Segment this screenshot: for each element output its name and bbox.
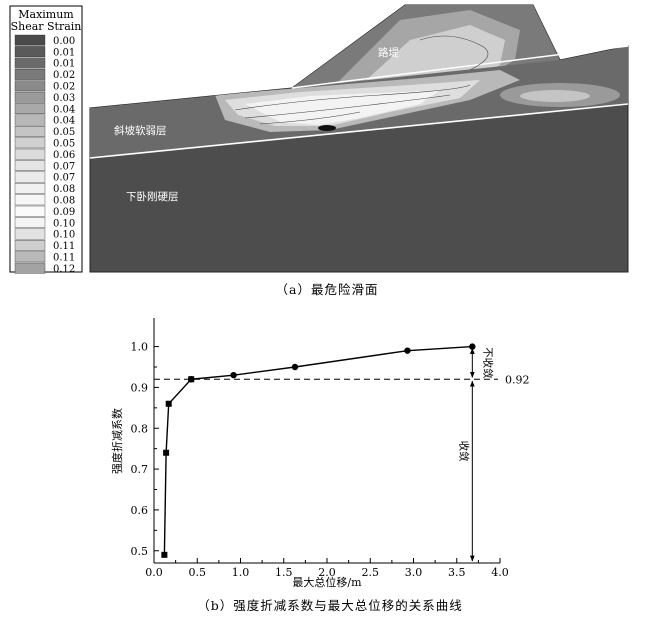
legend-swatch <box>14 125 46 137</box>
legend-label: 0.11 <box>53 241 75 252</box>
x-ticks: 0.0 0.5 1.0 1.5 2.0 2.5 3.0 3.5 4.0 <box>145 558 509 579</box>
data-point-square <box>161 551 168 558</box>
legend-swatch <box>14 205 46 217</box>
legend-swatch <box>14 239 46 251</box>
slope-model: 路堤 斜坡软弱层 下卧刚硬层 <box>89 4 629 273</box>
max-strain-point <box>318 125 336 131</box>
data-point-circle <box>230 371 237 379</box>
legend-rows: 0.000.010.010.020.020.030.040.040.050.05… <box>14 34 75 275</box>
legend-label: 0.05 <box>53 127 75 138</box>
legend-swatch <box>14 262 46 274</box>
converged-label: 收敛 <box>457 441 470 462</box>
legend-swatch <box>14 91 46 103</box>
legend-label: 0.10 <box>53 230 75 241</box>
x-tick-label: 4.0 <box>491 566 509 579</box>
y-tick-label: 0.5 <box>131 545 149 558</box>
legend-label: 0.06 <box>53 150 75 161</box>
legend-label: 0.00 <box>53 36 75 47</box>
y-tick-label: 1.0 <box>131 341 149 354</box>
legend-swatch <box>14 80 46 92</box>
panel-b-caption: （b）强度折减系数与最大总位移的关系曲线 <box>197 598 463 613</box>
legend-swatch <box>14 160 46 171</box>
legend-label: 0.11 <box>53 253 75 264</box>
y-ticks: 0.5 0.6 0.7 0.8 0.9 1.0 <box>131 341 159 558</box>
legend-label: 0.01 <box>53 59 75 70</box>
legend-swatch <box>14 171 46 183</box>
legend-swatch <box>14 194 46 206</box>
legend-label: 0.09 <box>53 207 75 218</box>
legend-swatch <box>14 57 46 69</box>
x-tick-label: 3.0 <box>405 566 423 579</box>
weak-layer-boundary <box>89 103 629 159</box>
data-point-square <box>163 449 170 456</box>
x-tick-label: 3.5 <box>448 566 466 579</box>
panel-a: Maximum Shear Strain 0.000.010.010.020.0… <box>9 4 629 297</box>
series-lines <box>163 345 473 555</box>
right-strain-core <box>520 90 590 102</box>
panel-b: 0.0 0.5 1.0 1.5 2.0 2.5 3.0 3.5 4.0 0.5 0.6 0.7 0.8… <box>110 318 530 613</box>
embankment-label: 路堤 <box>378 46 399 59</box>
legend-swatch <box>14 137 46 149</box>
legend-label: 0.03 <box>53 93 75 104</box>
x-tick-label: 2.5 <box>362 566 380 579</box>
data-point-circle <box>291 363 299 371</box>
y-tick-label: 0.9 <box>131 381 149 394</box>
data-point-circle <box>404 347 411 354</box>
bedrock-label: 下卧刚硬层 <box>126 190 179 203</box>
legend-label: 0.01 <box>53 47 75 58</box>
legend-swatch <box>14 114 46 126</box>
legend-title-line1: Maximum <box>18 8 74 21</box>
legend-title-line2: Shear Strain <box>11 20 82 33</box>
legend-label: 0.05 <box>53 139 75 150</box>
legend-label: 0.04 <box>53 116 75 127</box>
x-tick-label: 0.0 <box>145 566 163 579</box>
legend-label: 0.12 <box>53 264 75 275</box>
x-tick-label: 2.0 <box>318 566 336 579</box>
x-tick-label: 0.5 <box>189 566 207 579</box>
y-tick-label: 0.8 <box>131 422 149 435</box>
legend: Maximum Shear Strain 0.000.010.010.020.0… <box>9 5 83 275</box>
contour-lines <box>234 35 489 125</box>
reference-value-label: 0.92 <box>505 373 530 386</box>
legend-label: 0.02 <box>53 82 75 93</box>
series-line-1 <box>163 378 192 555</box>
legend-swatch <box>14 68 46 80</box>
legend-label: 0.10 <box>53 218 75 229</box>
x-axis-label: 最大总位移/m <box>292 575 362 589</box>
not-converged-label: 不收敛 <box>481 347 494 379</box>
series-points <box>161 343 476 558</box>
legend-swatch <box>14 217 46 228</box>
legend-swatch <box>14 148 46 160</box>
legend-label: 0.07 <box>53 161 75 172</box>
x-tick-label: 1.5 <box>275 566 293 579</box>
legend-label: 0.08 <box>53 184 75 195</box>
y-tick-label: 0.7 <box>131 463 149 476</box>
legend-swatch <box>14 182 46 194</box>
y-tick-label: 0.6 <box>131 504 149 517</box>
chart-axes: 0.0 0.5 1.0 1.5 2.0 2.5 3.0 3.5 4.0 0.5 0.6 0.7 0.8… <box>131 318 509 579</box>
weak-layer-label: 斜坡软弱层 <box>114 124 167 137</box>
legend-label: 0.02 <box>53 70 75 81</box>
legend-label: 0.07 <box>53 173 75 184</box>
legend-swatch <box>14 46 46 58</box>
y-axis-label: 强度折减系数 <box>110 408 124 474</box>
legend-swatch <box>14 34 46 46</box>
x-tick-label: 1.0 <box>232 566 250 579</box>
legend-label: 0.08 <box>53 196 75 207</box>
data-point-circle <box>187 376 195 383</box>
legend-label: 0.04 <box>53 104 75 115</box>
legend-swatch <box>14 103 46 115</box>
data-point-square <box>165 400 172 407</box>
panel-a-caption: （a）最危险滑面 <box>276 282 379 297</box>
shear-band-inner <box>245 90 440 125</box>
legend-swatch <box>14 251 46 263</box>
embankment-base-boundary <box>291 45 629 89</box>
legend-swatch <box>14 228 46 240</box>
